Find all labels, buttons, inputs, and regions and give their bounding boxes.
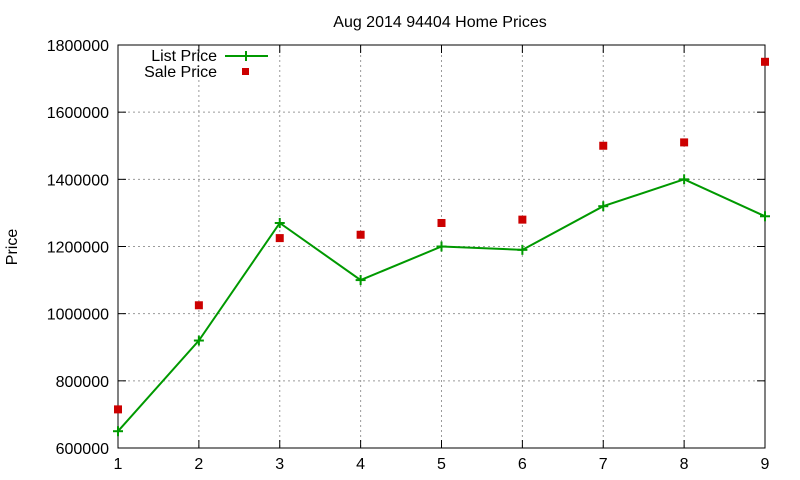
y-tick-label-600000: 600000 xyxy=(56,441,109,458)
x-tick-label-6: 6 xyxy=(518,456,527,473)
x-tick-label-1: 1 xyxy=(114,456,123,473)
sale-price-point-8 xyxy=(680,138,689,147)
list-price-point-7 xyxy=(598,201,609,212)
x-tick-label-7: 7 xyxy=(599,456,608,473)
sale-price-point-7 xyxy=(599,141,608,150)
x-tick-label-8: 8 xyxy=(680,456,689,473)
sale-price-point-5 xyxy=(437,218,446,227)
list-price-point-6 xyxy=(517,244,528,255)
y-tick-label-800000: 800000 xyxy=(56,374,109,391)
sale-price-point-4 xyxy=(356,230,365,239)
legend-swatch-list-price-marker xyxy=(241,51,251,61)
sale-price-point-3 xyxy=(275,234,284,243)
chart-title: Aug 2014 94404 Home Prices xyxy=(333,14,546,31)
sale-price-point-6 xyxy=(518,215,527,224)
x-tick-label-9: 9 xyxy=(761,456,770,473)
list-price-point-3 xyxy=(274,217,285,228)
x-tick-label-3: 3 xyxy=(275,456,284,473)
sale-price-point-2 xyxy=(194,301,203,310)
x-tick-label-2: 2 xyxy=(194,456,203,473)
y-tick-label-1200000: 1200000 xyxy=(47,240,109,257)
list-price-point-1 xyxy=(113,426,123,437)
list-price-point-8 xyxy=(679,174,690,185)
x-tick-label-4: 4 xyxy=(356,456,365,473)
tick-layer: 600000 800000 1000000 1200000 1400000 1600000… xyxy=(47,38,770,473)
legend-label-list-price: List Price xyxy=(151,48,217,65)
legend-label-sale-price: Sale Price xyxy=(144,64,217,81)
legend: List Price Sale Price xyxy=(144,48,268,81)
series-layer xyxy=(113,57,770,437)
list-price-point-9 xyxy=(760,211,770,222)
legend-swatch-sale-price-marker xyxy=(242,68,249,75)
sale-price-point-9 xyxy=(761,57,769,66)
sale-price-point-1 xyxy=(114,405,122,414)
y-axis-title: Price xyxy=(4,229,21,266)
y-tick-label-1000000: 1000000 xyxy=(47,307,109,324)
list-price-point-5 xyxy=(436,241,447,252)
y-tick-label-1600000: 1600000 xyxy=(47,105,109,122)
list-price-point-2 xyxy=(193,335,204,346)
y-tick-label-1800000: 1800000 xyxy=(47,38,109,55)
x-tick-label-5: 5 xyxy=(437,456,446,473)
list-price-point-4 xyxy=(355,275,366,286)
y-tick-label-1400000: 1400000 xyxy=(47,172,109,189)
